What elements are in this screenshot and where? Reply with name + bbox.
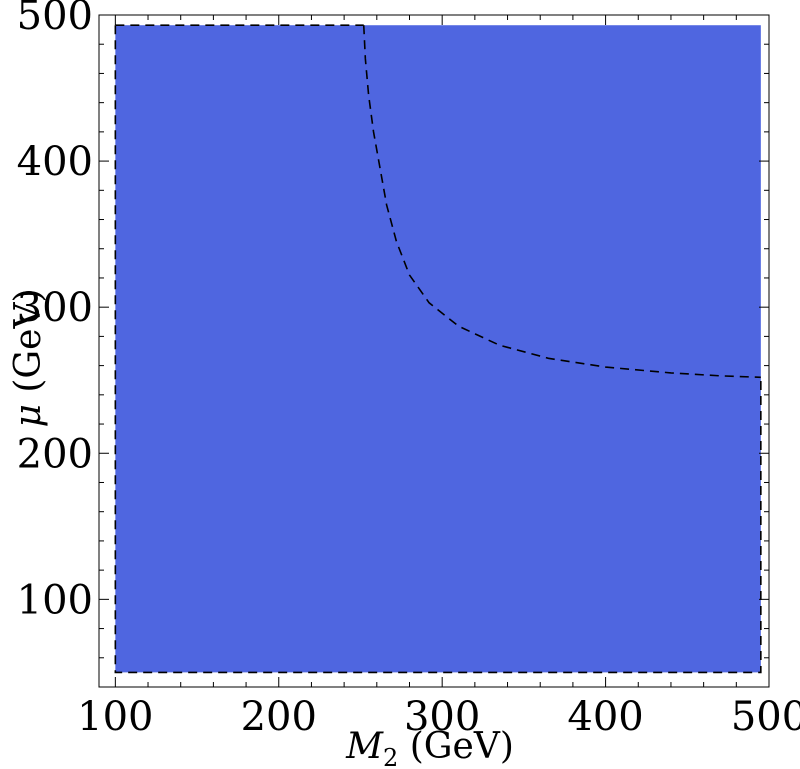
y-tick-label: 100 [17,577,93,623]
x-axis-symbol: M [345,726,384,767]
shaded-region [115,25,761,673]
y-axis-unit: (GeV) [8,289,49,405]
x-tick-label: 400 [567,694,643,740]
tick-labels: 100 200 300 400 500 100 200 300 400 500 [17,0,800,740]
y-axis-title: μ (GeV) [8,289,49,428]
axis-ticks [99,14,770,688]
x-tick-label: 300 [404,694,480,740]
x-axis-unit: (GeV) [398,726,514,767]
y-tick-label: 200 [17,431,93,477]
dashed-contours [114,24,762,674]
y-axis-symbol: μ [8,404,49,427]
x-tick-label: 500 [731,694,800,740]
x-tick-label: 200 [241,694,317,740]
x-axis-subscript: 2 [383,744,398,769]
y-tick-label: 500 [17,0,93,39]
dashed-region-boundary [114,25,762,674]
x-axis-title: M2 (GeV) [345,726,514,769]
dashed-contour-curve [362,25,761,379]
x-tick-label: 100 [77,694,153,740]
y-tick-label: 400 [17,139,93,185]
y-tick-label: 300 [17,285,93,331]
allowed-region [115,25,761,673]
